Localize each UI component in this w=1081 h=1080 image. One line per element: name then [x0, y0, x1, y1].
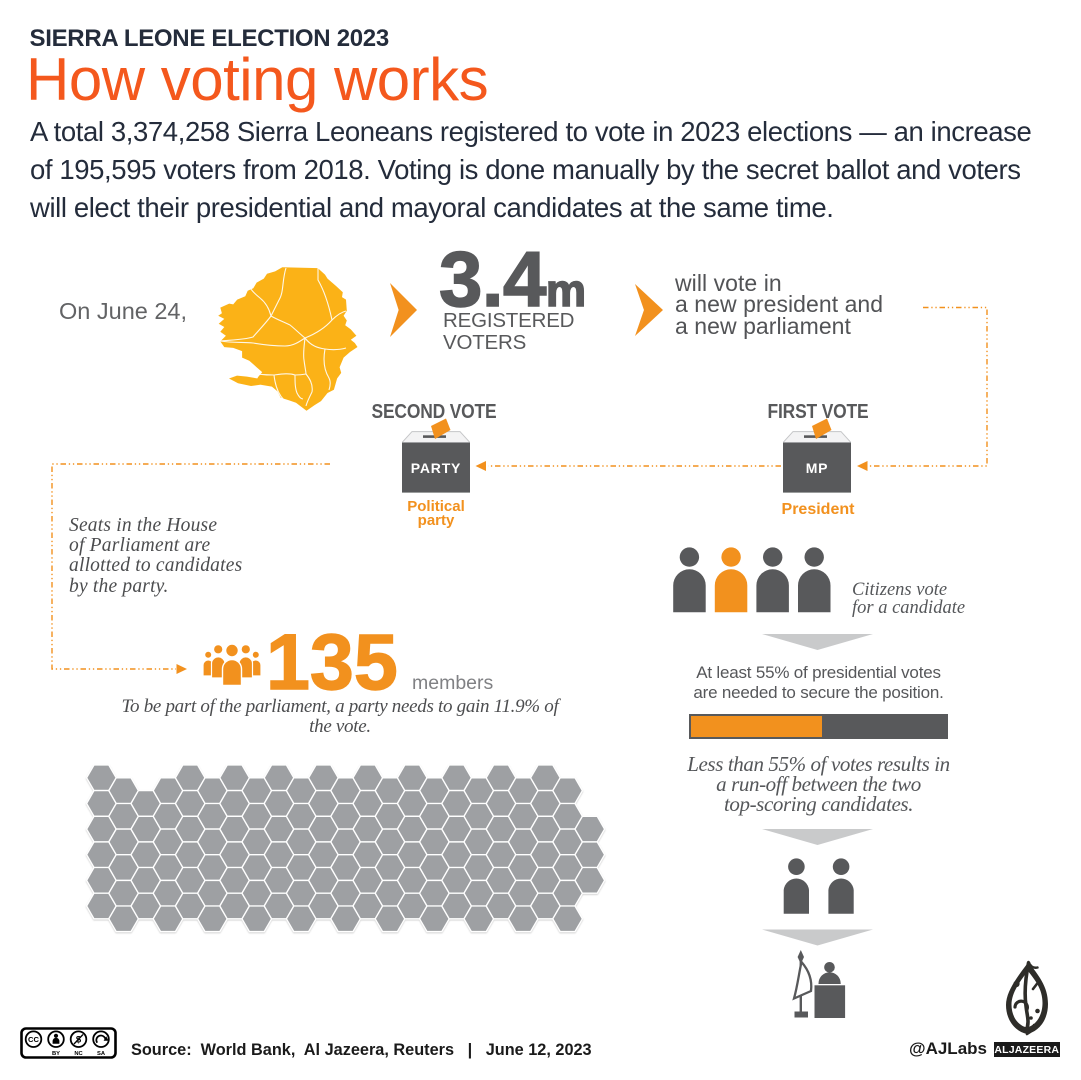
svg-text:CC: CC [28, 1035, 39, 1044]
svg-text:NC: NC [74, 1051, 83, 1057]
svg-text:$: $ [76, 1035, 82, 1046]
svg-text:SA: SA [97, 1051, 106, 1057]
svg-text:BY: BY [52, 1051, 60, 1057]
